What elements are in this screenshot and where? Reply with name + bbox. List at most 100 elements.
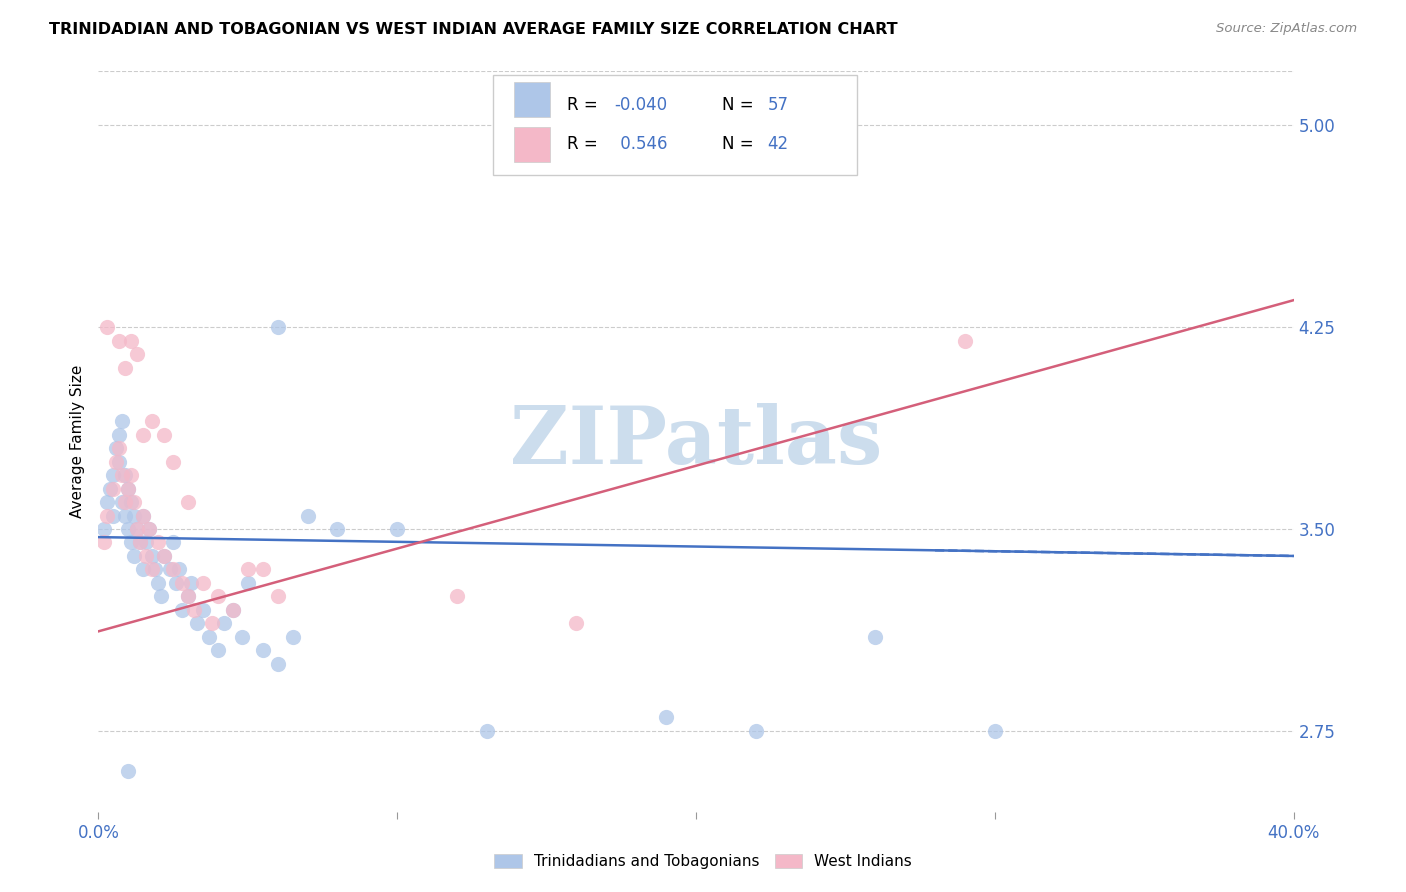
Point	[96, 508, 118, 523]
Point	[153, 427, 176, 442]
Point	[132, 508, 155, 523]
Point	[222, 603, 245, 617]
Point	[105, 442, 128, 456]
Point	[148, 535, 170, 549]
Point	[177, 590, 200, 604]
Point	[129, 535, 152, 549]
Point	[111, 468, 134, 483]
Point	[127, 347, 149, 361]
Point	[111, 414, 134, 428]
Point	[162, 535, 184, 549]
Text: -0.040: -0.040	[614, 95, 668, 113]
Point	[207, 590, 229, 604]
Point	[117, 522, 139, 536]
Point	[177, 590, 200, 604]
Point	[267, 320, 290, 334]
Point	[177, 495, 200, 509]
Text: N =: N =	[723, 135, 759, 153]
Point	[252, 643, 274, 657]
Point	[114, 360, 136, 375]
Point	[143, 562, 166, 576]
Text: R =: R =	[567, 135, 603, 153]
Point	[105, 455, 128, 469]
Point	[236, 575, 259, 590]
Point	[148, 575, 170, 590]
Text: 0.546: 0.546	[614, 135, 668, 153]
Point	[191, 575, 214, 590]
Text: Source: ZipAtlas.com: Source: ZipAtlas.com	[1216, 22, 1357, 36]
Point	[108, 427, 131, 442]
Point	[141, 562, 163, 576]
Text: R =: R =	[567, 95, 603, 113]
Point	[108, 442, 131, 456]
Point	[129, 535, 152, 549]
Bar	[515, 127, 550, 162]
Point	[111, 495, 134, 509]
Point	[103, 468, 125, 483]
Point	[120, 334, 142, 348]
Point	[201, 616, 224, 631]
Point	[267, 590, 290, 604]
Point	[281, 630, 304, 644]
Point	[120, 535, 142, 549]
Point	[153, 549, 176, 563]
Point	[124, 549, 146, 563]
Text: TRINIDADIAN AND TOBAGONIAN VS WEST INDIAN AVERAGE FAMILY SIZE CORRELATION CHART: TRINIDADIAN AND TOBAGONIAN VS WEST INDIA…	[49, 22, 898, 37]
Text: ZIPatlas: ZIPatlas	[510, 402, 882, 481]
Point	[446, 590, 468, 604]
Point	[132, 508, 155, 523]
Point	[745, 723, 768, 738]
Point	[127, 522, 149, 536]
Point	[108, 455, 131, 469]
Point	[385, 522, 409, 536]
Point	[565, 616, 588, 631]
Point	[108, 334, 131, 348]
Point	[124, 495, 146, 509]
Point	[198, 630, 221, 644]
Point	[162, 562, 184, 576]
Point	[186, 616, 208, 631]
Point	[167, 562, 190, 576]
Point	[114, 508, 136, 523]
Point	[135, 535, 157, 549]
Point	[172, 575, 194, 590]
Point	[475, 723, 498, 738]
Point	[96, 495, 118, 509]
Text: 57: 57	[768, 95, 789, 113]
Point	[222, 603, 245, 617]
Point	[150, 590, 173, 604]
Point	[103, 508, 125, 523]
Legend: Trinidadians and Tobagonians, West Indians: Trinidadians and Tobagonians, West India…	[488, 848, 918, 875]
Point	[655, 710, 678, 724]
Point	[212, 616, 235, 631]
Point	[138, 522, 160, 536]
Point	[96, 320, 118, 334]
Point	[172, 603, 194, 617]
Point	[127, 522, 149, 536]
Text: 42: 42	[768, 135, 789, 153]
Point	[252, 562, 274, 576]
Point	[267, 657, 290, 671]
Point	[93, 522, 115, 536]
Point	[141, 549, 163, 563]
Point	[236, 562, 259, 576]
Point	[93, 535, 115, 549]
Point	[124, 508, 146, 523]
Text: N =: N =	[723, 95, 759, 113]
Point	[98, 482, 122, 496]
Point	[132, 427, 155, 442]
Y-axis label: Average Family Size: Average Family Size	[69, 365, 84, 518]
Point	[180, 575, 202, 590]
Point	[153, 549, 176, 563]
Point	[114, 495, 136, 509]
Point	[207, 643, 229, 657]
Point	[117, 482, 139, 496]
Point	[120, 495, 142, 509]
Point	[191, 603, 214, 617]
Point	[231, 630, 253, 644]
Point	[135, 549, 157, 563]
Point	[984, 723, 1007, 738]
Point	[117, 764, 139, 779]
Point	[326, 522, 349, 536]
Point	[162, 455, 184, 469]
